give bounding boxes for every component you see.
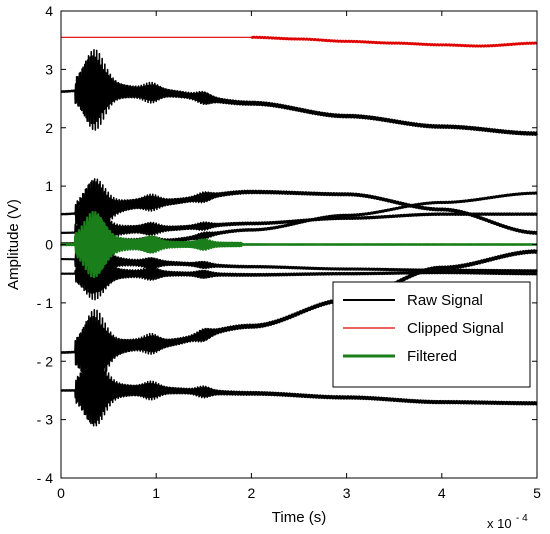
y-axis-label: Amplitude (V)	[5, 199, 22, 290]
x-axis-multiplier-exponent: - 4	[516, 513, 528, 524]
y-tick-label: - 3	[37, 412, 54, 428]
y-tick-label: 3	[45, 61, 53, 77]
x-tick-label: 5	[533, 485, 541, 501]
legend-label: Raw Signal	[407, 292, 483, 309]
y-tick-label: - 4	[37, 470, 54, 486]
x-tick-label: 1	[152, 485, 160, 501]
y-tick-label: 4	[45, 3, 53, 19]
series-line-raw-signal	[60, 206, 538, 257]
series-line-raw-signal	[60, 354, 538, 427]
x-tick-label: 3	[343, 485, 351, 501]
legend-label: Filtered	[407, 348, 457, 365]
plot-area	[59, 35, 538, 427]
y-tick-label: 1	[45, 178, 53, 194]
y-tick-label: 2	[45, 120, 53, 136]
y-tick-label: - 2	[37, 353, 54, 369]
series-line-raw-signal	[60, 247, 538, 301]
series-line-raw-signal	[60, 249, 538, 391]
series-line-clipped-signal	[60, 35, 538, 48]
legend: Raw Signal Clipped Signal Filtered	[332, 281, 531, 388]
y-tick-label: - 1	[37, 295, 54, 311]
axis-ticks: 0 1 2 3 4 5 - 4 - 3 - 2 - 1 0 1 2 3 4	[37, 3, 541, 501]
x-axis-multiplier-base: x 10	[487, 516, 512, 531]
legend-label: Clipped Signal	[407, 320, 504, 337]
series-line-raw-signal	[60, 48, 538, 136]
x-tick-label: 2	[248, 485, 256, 501]
x-tick-label: 4	[438, 485, 446, 501]
series-line-filtered	[59, 210, 538, 279]
legend-items: Raw Signal Clipped Signal Filtered	[343, 292, 504, 365]
x-tick-label: 0	[57, 485, 65, 501]
series-line-raw-signal	[60, 237, 538, 284]
x-axis-label: Time (s)	[272, 509, 326, 526]
series-line-raw-signal	[60, 178, 538, 244]
y-tick-label: 0	[45, 237, 53, 253]
x-axis-multiplier: x 10 - 4	[487, 513, 528, 532]
